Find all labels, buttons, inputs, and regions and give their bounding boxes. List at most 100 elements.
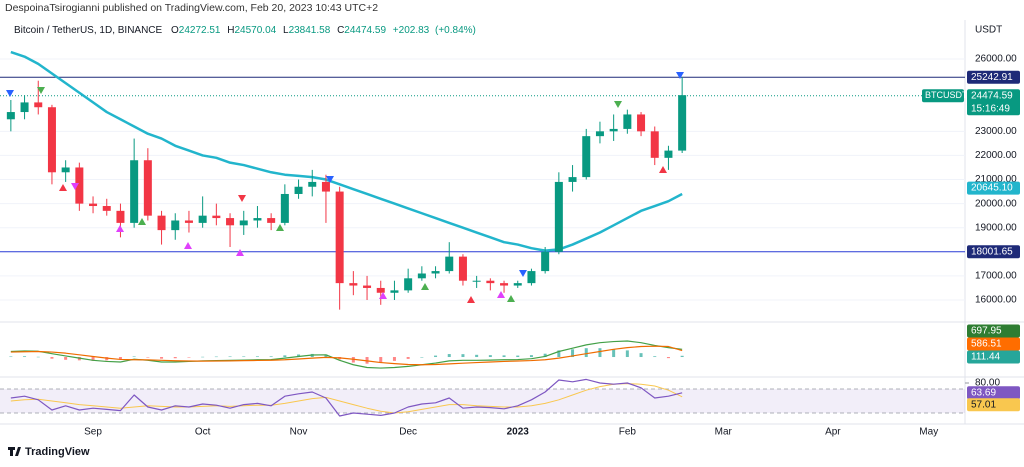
last-price-box	[967, 89, 1020, 116]
candle-body	[595, 131, 604, 137]
moving-average	[10, 50, 683, 252]
rsi-line	[10, 378, 683, 417]
x-tick-label: Mar	[715, 427, 733, 438]
histogram-bar	[64, 357, 68, 360]
signal-markers	[6, 72, 684, 303]
candle-body	[541, 251, 550, 272]
candle-body	[678, 95, 687, 151]
histogram-bar	[557, 350, 561, 358]
change-percent: (+0.84%)	[435, 25, 476, 36]
histogram-bar	[269, 356, 273, 358]
histogram-bar	[379, 357, 383, 363]
histogram-bar	[516, 355, 520, 358]
x-tick-label: Apr	[825, 427, 841, 438]
candle-body	[445, 256, 454, 272]
histogram-bar	[406, 357, 410, 359]
histogram-bar	[653, 356, 657, 358]
marker	[326, 176, 334, 183]
last-value-label-box	[967, 350, 1020, 364]
histogram-bar	[475, 354, 479, 358]
symbol-label: BTCUSDT	[925, 90, 968, 100]
histogram-bar	[255, 356, 259, 358]
histogram-bar	[612, 349, 616, 358]
last-value-label-box	[967, 337, 1020, 351]
x-tick-label: May	[919, 427, 938, 438]
marker	[236, 249, 244, 256]
ohlc-value: 23841.58	[289, 25, 331, 36]
symbol-box	[922, 89, 964, 103]
candle-body	[89, 203, 98, 207]
candle-body	[664, 150, 673, 158]
histogram-bar	[639, 353, 643, 358]
brand: TradingView	[25, 446, 90, 458]
histogram-bar	[625, 350, 629, 358]
price-line-label-box	[967, 245, 1020, 259]
x-tick-label: Nov	[290, 427, 308, 438]
candle-body	[623, 114, 632, 129]
candle-body	[554, 181, 563, 252]
candle-body	[472, 280, 481, 282]
candle-body	[431, 271, 440, 274]
candle-body	[267, 218, 276, 223]
candle-body	[294, 186, 303, 194]
ohlc-label: H	[227, 25, 234, 36]
x-tick-label: Feb	[619, 427, 637, 438]
last-value-label-box	[967, 398, 1020, 412]
candle-body	[253, 218, 262, 221]
histogram-bar	[598, 348, 602, 358]
candle-body	[198, 215, 207, 223]
histogram-bar	[91, 357, 95, 361]
histogram-bar	[283, 355, 287, 358]
candle-body	[130, 160, 139, 223]
candle-body	[417, 273, 426, 279]
y-tick-label: 17000.00	[975, 271, 1017, 282]
marker	[614, 101, 622, 108]
histogram-bar	[434, 355, 438, 358]
candle-body	[102, 206, 111, 211]
histogram-bar	[50, 357, 54, 359]
ma-label-box	[967, 181, 1020, 195]
x-tick-label: Dec	[399, 427, 417, 438]
y-tick-label: 80.00	[975, 378, 1000, 389]
price-line-label-box	[967, 70, 1020, 84]
candle-body	[184, 220, 193, 223]
y-tick-label: 23000.00	[975, 126, 1017, 137]
ohlc-value: 24570.04	[235, 25, 277, 36]
brand-logo	[8, 447, 21, 456]
plot: 16000.00 17000.00 19000.00 20000.00 21000.00…	[0, 50, 1020, 438]
marker	[37, 87, 45, 94]
candle-body	[212, 215, 221, 219]
y-tick-label: 26000.00	[975, 54, 1017, 65]
candle-body	[527, 271, 536, 284]
histogram-bar	[502, 355, 506, 358]
marker	[276, 224, 284, 231]
candle-body	[61, 167, 70, 173]
histogram-bar	[173, 357, 177, 359]
y-tick-label: 22000.00	[975, 150, 1017, 161]
candle-body	[308, 181, 317, 187]
candle-body	[280, 193, 289, 223]
countdown-label: 15:16:49	[971, 103, 1010, 114]
x-tick-label: Oct	[195, 427, 211, 438]
candle-body	[650, 131, 659, 158]
marker	[138, 218, 146, 225]
rsi-band	[0, 389, 965, 413]
histogram-bar	[118, 357, 122, 360]
histogram-bar	[187, 357, 191, 358]
marker	[497, 291, 505, 298]
histogram-bar	[9, 356, 13, 358]
histogram-bar	[529, 355, 533, 358]
marker	[6, 90, 14, 97]
ohlc-label: C	[337, 25, 344, 36]
histogram-bar	[680, 355, 684, 358]
macd-line	[10, 340, 683, 369]
candle-body	[116, 210, 125, 223]
last-value-label: 63.69	[971, 387, 996, 398]
candle-body	[157, 215, 166, 231]
ohlc-label: L	[283, 25, 289, 36]
marker	[507, 295, 515, 302]
last-price-label: 24474.59	[971, 90, 1013, 101]
candle-body	[349, 283, 358, 286]
candle-body	[513, 283, 522, 286]
